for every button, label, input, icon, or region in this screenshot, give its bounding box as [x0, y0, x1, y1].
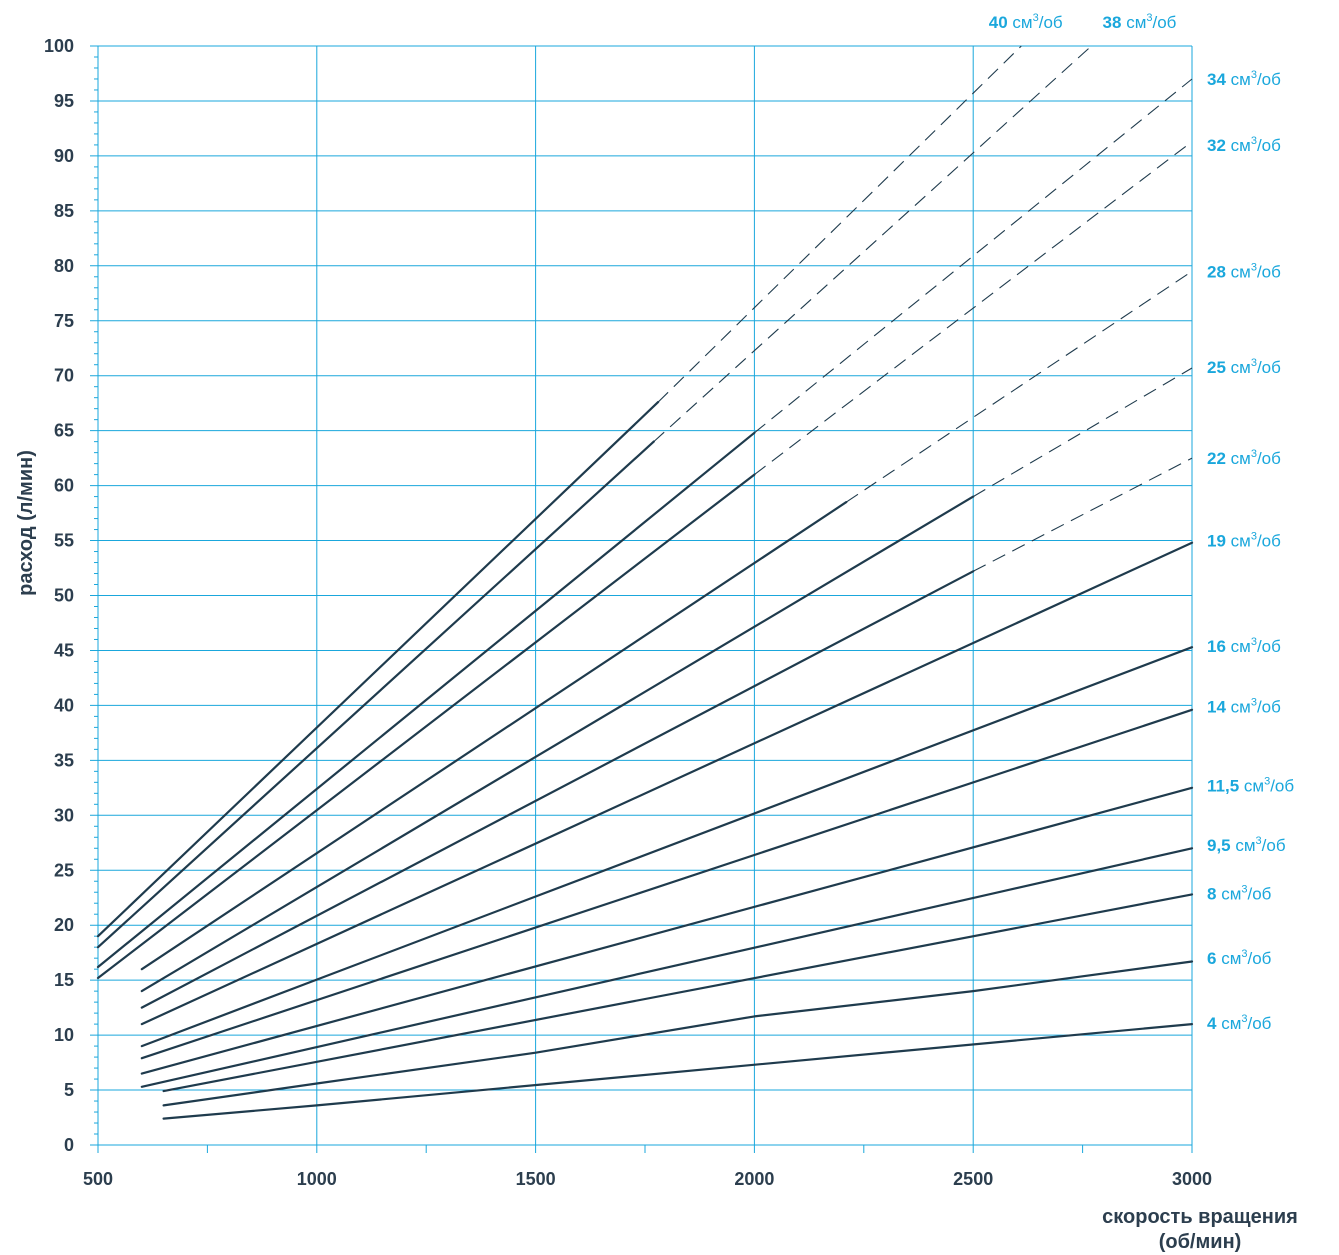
x-axis-title-line2: (об/мин) — [1159, 1231, 1242, 1253]
series-label-4: 4 см3/об — [1207, 1013, 1272, 1033]
series-line-40 — [96, 401, 660, 938]
series-dashed-28 — [845, 270, 1193, 503]
series-labels: 40 см3/об 38 см3/об 34 см3/об 32 см3/об 28 с… — [989, 12, 1295, 1033]
series-label-11-5: 11,5 см3/об — [1207, 776, 1294, 796]
y-tick-label: 5 — [64, 1080, 74, 1100]
y-tick-label: 85 — [54, 201, 74, 221]
series-label-34: 34 см3/об — [1207, 69, 1281, 89]
series-line-34 — [96, 431, 756, 969]
y-axis-title: расход (л/мин) — [15, 450, 37, 596]
y-tick-label: 95 — [54, 91, 74, 111]
y-tick-label: 25 — [54, 860, 74, 880]
y-tick-label: 70 — [54, 366, 74, 386]
series-label-8: 8 см3/об — [1207, 883, 1272, 903]
x-tick-label: 2000 — [734, 1169, 774, 1189]
series-lines — [96, 45, 1194, 1120]
x-tick-label: 1000 — [297, 1169, 337, 1189]
series-dashed-38 — [653, 45, 1092, 443]
y-tick-label: 30 — [54, 805, 74, 825]
series-line-14 — [140, 708, 1194, 1060]
series-line-38 — [96, 440, 655, 949]
y-tick-label: 20 — [54, 915, 74, 935]
series-line-11-5 — [140, 786, 1194, 1075]
series-label-14: 14 см3/об — [1207, 696, 1281, 716]
minor-ticks — [94, 56, 1084, 1153]
y-tick-label: 0 — [64, 1135, 74, 1155]
series-label-40: 40 см3/об — [989, 12, 1063, 32]
series-line-28 — [140, 501, 848, 971]
series-line-32 — [96, 473, 756, 980]
y-tick-label: 35 — [54, 750, 74, 770]
y-tick-label: 10 — [54, 1025, 74, 1045]
y-tick-label: 15 — [54, 970, 74, 990]
series-dashed-22 — [972, 457, 1193, 572]
y-tick-label: 90 — [54, 146, 74, 166]
series-label-38: 38 см3/об — [1103, 12, 1177, 32]
series-label-32: 32 см3/об — [1207, 135, 1281, 155]
y-tick-labels: 0 5 10 15 20 25 30 35 40 45 50 55 60 65 70 75 80 85 90 95 10… — [44, 36, 74, 1155]
series-label-25: 25 см3/об — [1207, 357, 1281, 377]
series-dashed-25 — [972, 367, 1193, 498]
series-label-22: 22 см3/об — [1207, 448, 1281, 468]
series-line-4 — [162, 1022, 1194, 1120]
series-dashed-32 — [754, 141, 1193, 476]
y-tick-label: 45 — [54, 640, 74, 660]
x-tick-label: 3000 — [1172, 1169, 1212, 1189]
series-label-19: 19 см3/об — [1207, 531, 1281, 551]
y-tick-label: 40 — [54, 695, 74, 715]
series-line-8 — [162, 893, 1194, 1093]
series-line-22 — [140, 570, 975, 1009]
series-label-16: 16 см3/об — [1207, 636, 1281, 656]
x-tick-label: 1500 — [516, 1169, 556, 1189]
y-tick-label: 60 — [54, 476, 74, 496]
series-line-6 — [162, 960, 1194, 1107]
y-tick-label: 75 — [54, 311, 74, 331]
y-tick-label: 50 — [54, 586, 74, 606]
series-line-25 — [140, 495, 975, 993]
series-dashed-40 — [657, 45, 1022, 403]
series-line-9-5 — [140, 847, 1194, 1088]
y-tick-label: 55 — [54, 531, 74, 551]
series-label-28: 28 см3/об — [1207, 261, 1281, 281]
x-tick-labels: 500 1000 1500 2000 2500 3000 — [83, 1169, 1212, 1189]
y-tick-label: 65 — [54, 421, 74, 441]
series-line-16 — [140, 646, 1194, 1048]
series-line-19 — [140, 541, 1194, 1026]
gridlines — [90, 45, 1193, 1153]
series-dashed-34 — [754, 78, 1193, 434]
x-tick-label: 2500 — [953, 1169, 993, 1189]
y-tick-label: 100 — [44, 36, 74, 56]
x-axis-title-line1: скорость вращения — [1102, 1206, 1298, 1228]
y-tick-label: 80 — [54, 256, 74, 276]
series-label-6: 6 см3/об — [1207, 948, 1272, 968]
x-tick-label: 500 — [83, 1169, 113, 1189]
series-label-9-5: 9,5 см3/об — [1207, 835, 1286, 855]
